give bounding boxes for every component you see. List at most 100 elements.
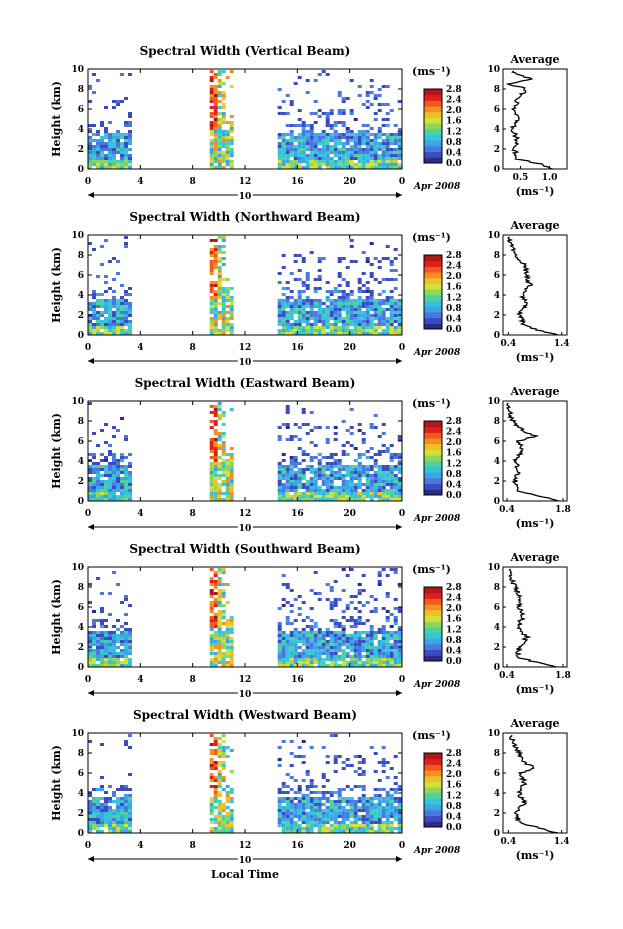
heatmap-cell: [369, 314, 374, 317]
heatmap-cell: [124, 495, 128, 498]
heatmap-cell: [213, 459, 218, 462]
heatmap-cell: [124, 242, 128, 245]
heatmap-cell: [297, 299, 302, 302]
heatmap-cell: [293, 779, 298, 782]
heatmap-cell: [337, 272, 342, 275]
heatmap-cell: [309, 148, 314, 151]
heatmap-cell: [229, 646, 234, 649]
heatmap-cell: [213, 76, 218, 79]
heatmap-cell: [217, 595, 222, 598]
heatmap-cell: [120, 824, 124, 827]
heatmap-cell: [128, 788, 132, 791]
heatmap-cell: [96, 827, 100, 830]
heatmap-cell: [357, 148, 362, 151]
colorbar-swatch: [424, 294, 442, 301]
heatmap-cell: [365, 148, 370, 151]
heatmap-cell: [377, 486, 382, 489]
heatmap-cell: [333, 806, 338, 809]
heatmap-cell: [337, 477, 342, 480]
heatmap-cell: [357, 157, 362, 160]
heatmap-cell: [217, 281, 222, 284]
heatmap-cell: [221, 142, 226, 145]
heatmap-cell: [221, 610, 226, 613]
heatmap-cell: [305, 139, 310, 142]
heatmap-cell: [361, 818, 366, 821]
colorbar-swatch: [424, 775, 442, 782]
colorbar-swatch: [424, 649, 442, 656]
heatmap-cell: [309, 643, 314, 646]
heatmap-cell: [309, 607, 314, 610]
heatmap-cell: [393, 480, 398, 483]
heatmap-cell: [341, 628, 346, 631]
heatmap-cell: [341, 308, 346, 311]
heatmap-cell: [92, 160, 96, 163]
heatmap-cell: [297, 646, 302, 649]
heatmap-cell: [281, 326, 286, 329]
heatmap-cell: [369, 806, 374, 809]
heatmap-cell: [313, 471, 318, 474]
heatmap-cell: [112, 646, 116, 649]
heatmap-cell: [385, 616, 390, 619]
heatmap-cell: [357, 800, 362, 803]
heatmap-cell: [217, 622, 222, 625]
heatmap-cell: [221, 465, 226, 468]
heatmap-cell: [281, 157, 286, 160]
heatmap-cell: [341, 468, 346, 471]
heatmap-cell: [357, 133, 362, 136]
heatmap-cell: [337, 465, 342, 468]
heatmap-cell: [217, 646, 222, 649]
heatmap-cell: [349, 308, 354, 311]
heatmap-cell: [124, 145, 128, 148]
heatmap-cell: [112, 652, 116, 655]
colorbar-swatch: [424, 283, 442, 290]
heatmap-cell: [361, 631, 366, 634]
heatmap-cell: [301, 408, 306, 411]
heatmap-cell: [353, 302, 358, 305]
heatmap-cell: [92, 308, 96, 311]
heatmap-cell: [381, 761, 386, 764]
heatmap-cell: [209, 604, 214, 607]
heatmap-cell: [88, 323, 92, 326]
heatmap-cell: [341, 299, 346, 302]
heatmap-cell: [209, 438, 214, 441]
heatmap-cell: [329, 468, 334, 471]
heatmap-cell: [337, 634, 342, 637]
heatmap-cell: [104, 661, 108, 664]
heatmap-cell: [88, 830, 92, 833]
heatmap-cell: [325, 598, 330, 601]
heatmap-cell: [100, 163, 104, 166]
average-x-label: (ms⁻¹): [516, 849, 555, 862]
heatmap-cell: [333, 489, 338, 492]
heatmap-cell: [124, 797, 128, 800]
heatmap-cell: [116, 136, 120, 139]
heatmap-cell: [217, 652, 222, 655]
heatmap-cell: [321, 160, 326, 163]
day-arrow-head-left: [88, 524, 94, 530]
heatmap-cell: [357, 483, 362, 486]
heatmap-cell: [365, 257, 370, 260]
heatmap-cell: [329, 589, 334, 592]
heatmap-cell: [329, 601, 334, 604]
heatmap-cell: [277, 145, 282, 148]
heatmap-cell: [217, 568, 222, 571]
heatmap-cell: [309, 800, 314, 803]
heatmap-cell: [353, 260, 358, 263]
heatmap-cell: [349, 480, 354, 483]
heatmap-cell: [213, 281, 218, 284]
heatmap-cell: [377, 109, 382, 112]
heatmap-cell: [369, 492, 374, 495]
heatmap-cell: [333, 755, 338, 758]
heatmap-cell: [128, 154, 132, 157]
heatmap-cell: [349, 139, 354, 142]
heatmap-cell: [124, 329, 128, 332]
heatmap-cell: [112, 257, 116, 260]
heatmap-cell: [221, 752, 226, 755]
heatmap-cell: [325, 281, 330, 284]
heatmap-cell: [337, 474, 342, 477]
heatmap-cell: [116, 486, 120, 489]
y-tick-label: 4: [78, 125, 84, 135]
heatmap-cell: [333, 652, 338, 655]
heatmap-cell: [345, 643, 350, 646]
heatmap-cell: [377, 142, 382, 145]
heatmap-cell: [116, 260, 120, 263]
